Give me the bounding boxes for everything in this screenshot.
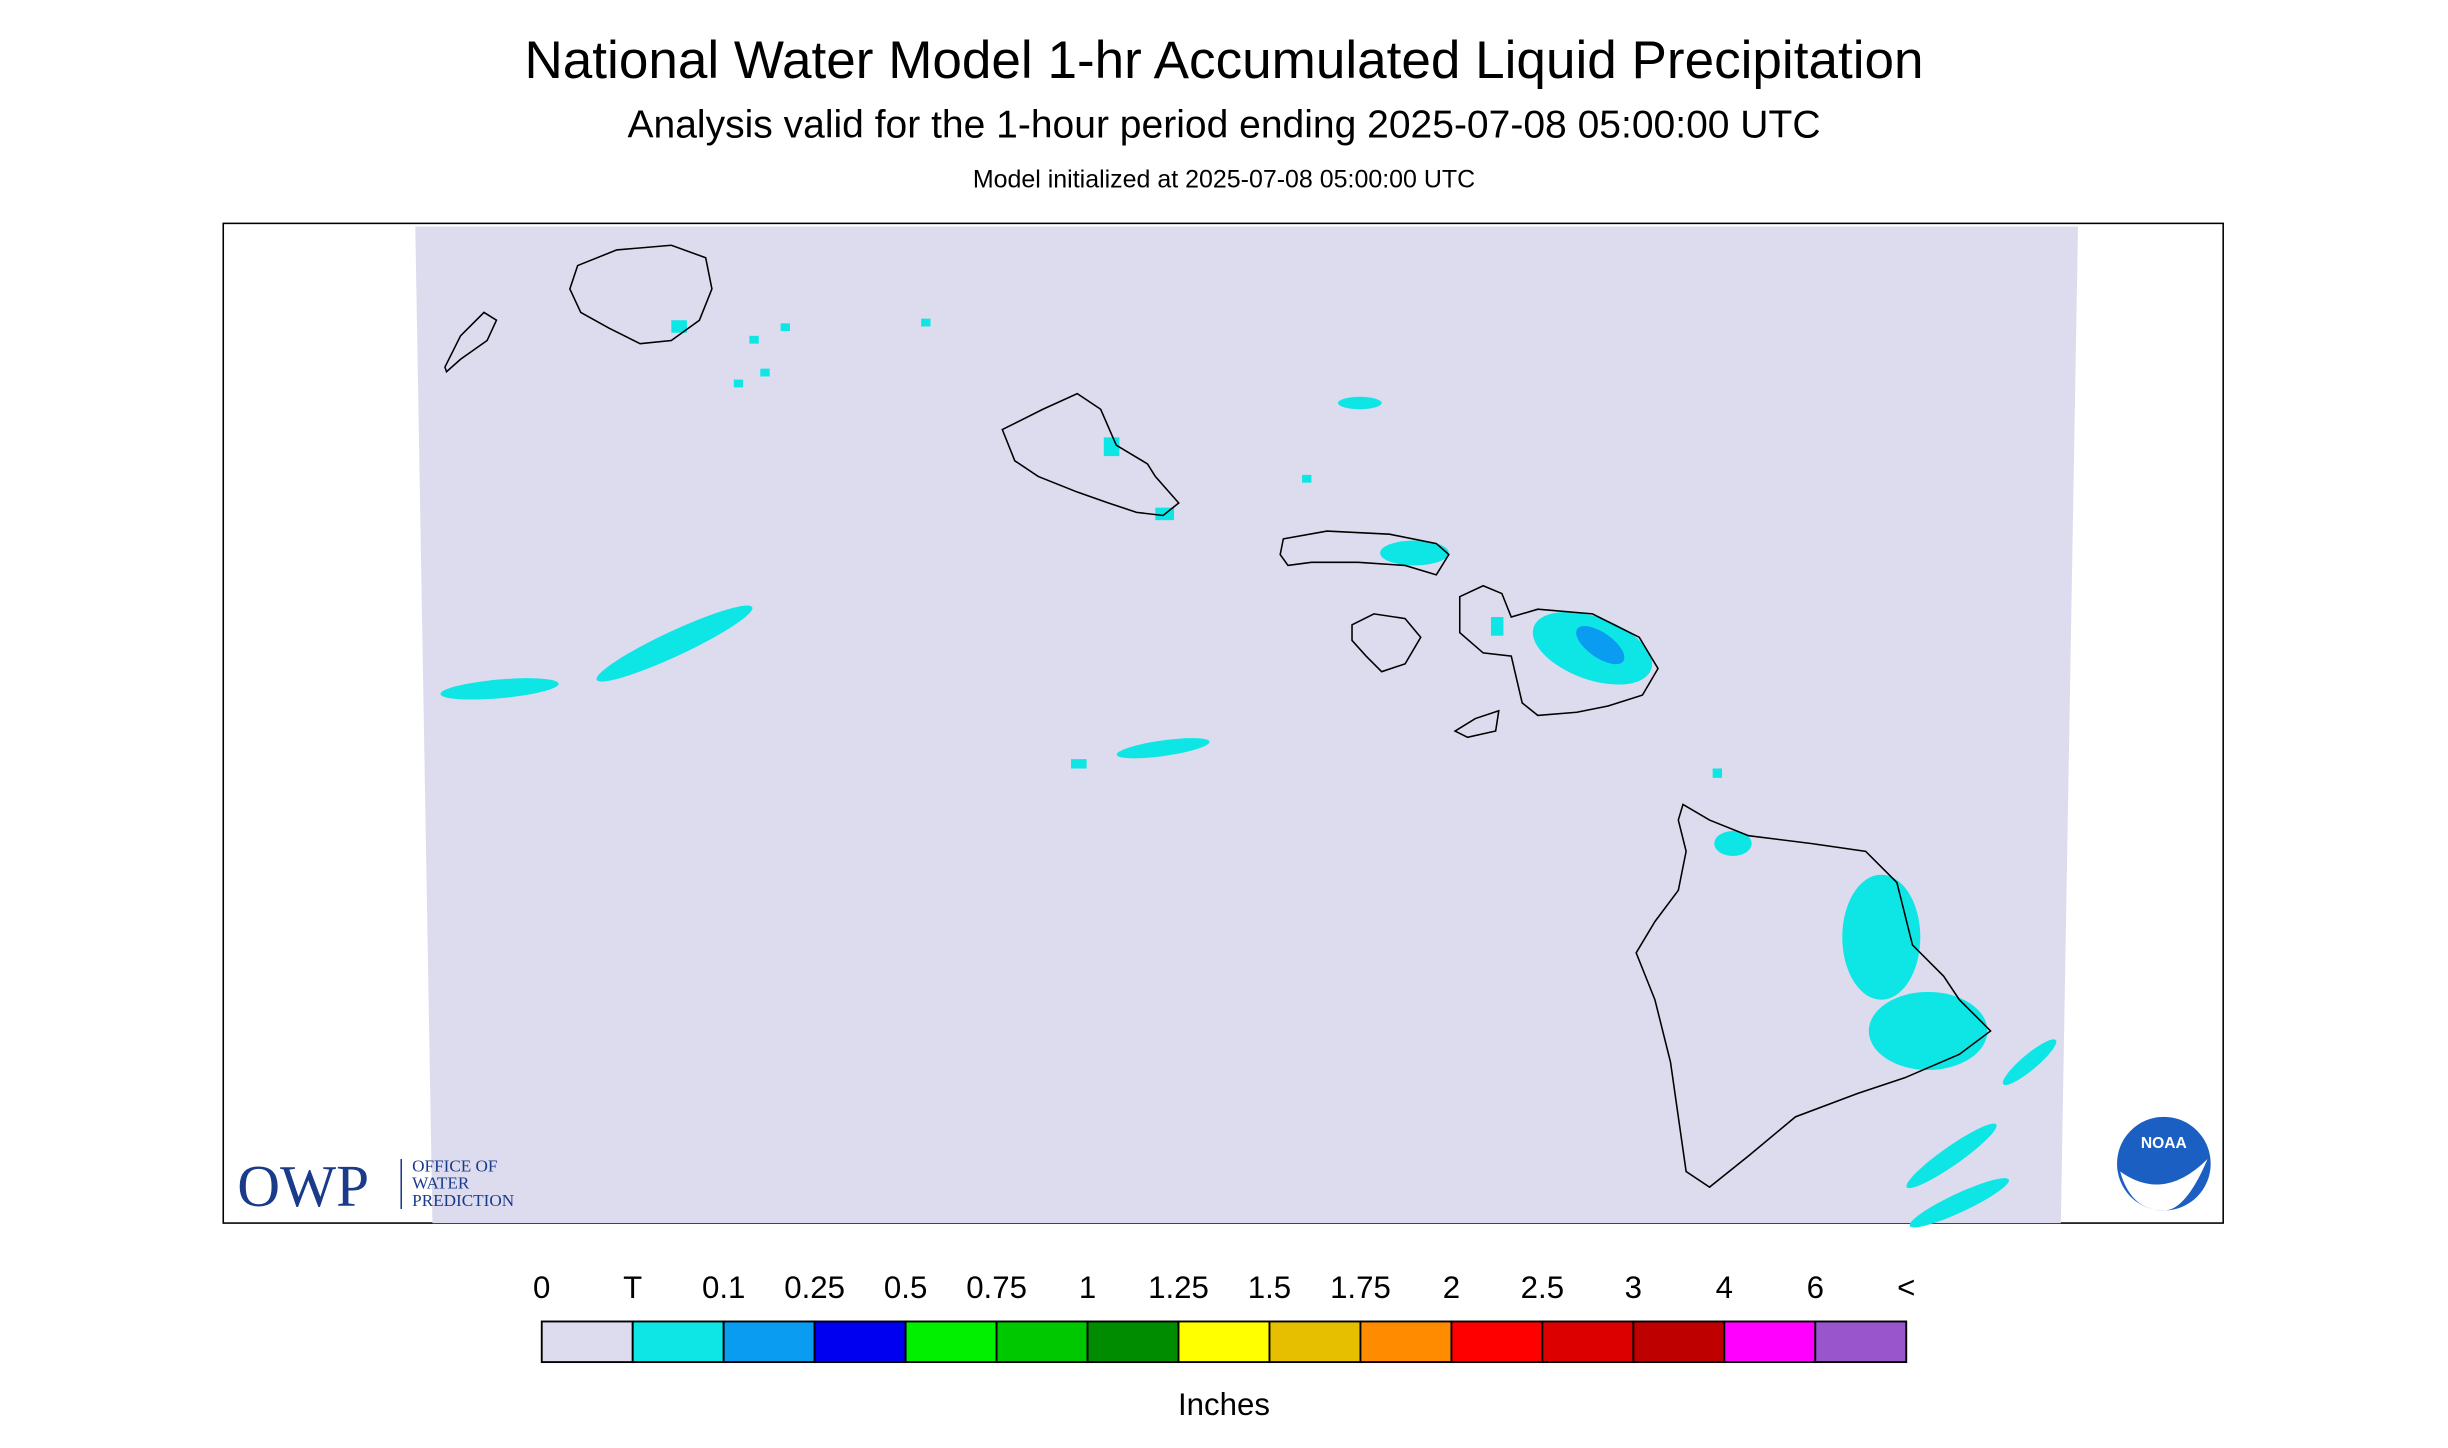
legend-label: 1.75 — [1330, 1270, 1391, 1305]
owp-line: OFFICE OF — [412, 1157, 497, 1176]
legend-swatch — [1723, 1320, 1817, 1364]
map: OWP OFFICE OF WATER PREDICTION NOAA — [222, 222, 2224, 1228]
legend-swatch — [904, 1320, 998, 1364]
legend-label: < — [1897, 1270, 1915, 1305]
owp-text: OWP — [237, 1153, 369, 1219]
legend-swatch — [1541, 1320, 1635, 1364]
legend-label: 1.25 — [1148, 1270, 1209, 1305]
legend-swatch — [995, 1320, 1089, 1364]
legend-swatch — [540, 1320, 634, 1364]
init-time: Model initialized at 2025-07-08 05:00:00… — [973, 165, 1475, 193]
legend-swatch — [722, 1320, 816, 1364]
legend-label: 6 — [1807, 1270, 1824, 1305]
owp-line: WATER — [412, 1174, 470, 1193]
title: National Water Model 1-hr Accumulated Li… — [524, 31, 1923, 90]
legend-label: 2 — [1443, 1270, 1460, 1305]
legend-swatch — [1450, 1320, 1544, 1364]
legend-label: 1 — [1079, 1270, 1096, 1305]
legend-label: 3 — [1625, 1270, 1642, 1305]
legend-label: 4 — [1716, 1270, 1733, 1305]
legend-swatch — [1177, 1320, 1271, 1364]
noaa-logo: NOAA — [2117, 1116, 2211, 1211]
legend-label: 0.75 — [966, 1270, 1027, 1305]
legend-label: 0.25 — [784, 1270, 845, 1305]
owp-line: PREDICTION — [412, 1191, 514, 1210]
owp-logo: OWP OFFICE OF WATER PREDICTION — [237, 1153, 514, 1219]
legend-swatch — [813, 1320, 907, 1364]
noaa-text: NOAA — [2141, 1135, 2187, 1152]
legend-swatch — [1086, 1320, 1180, 1364]
legend-swatch — [1268, 1320, 1362, 1364]
legend-swatch — [1632, 1320, 1726, 1364]
legend-label: 0 — [533, 1270, 550, 1305]
legend-unit: Inches — [1178, 1387, 1270, 1422]
model-domain — [415, 226, 2078, 1224]
island-outlines — [444, 244, 1992, 1189]
legend-label: 0.1 — [702, 1270, 745, 1305]
precip — [440, 318, 2057, 1228]
legend: 0 T 0.1 0.25 0.5 0.75 1 1.25 1.5 1.75 2 2.5 3 4 6 < — [533, 1270, 1915, 1364]
legend-swatch — [1359, 1320, 1453, 1364]
legend-label: 2.5 — [1521, 1270, 1564, 1305]
subtitle: Analysis valid for the 1-hour period end… — [627, 103, 1820, 146]
legend-label: 0.5 — [884, 1270, 927, 1305]
legend-swatch — [631, 1320, 725, 1364]
legend-label: 1.5 — [1248, 1270, 1291, 1305]
legend-label: T — [623, 1270, 642, 1305]
legend-swatch — [1814, 1320, 1908, 1364]
